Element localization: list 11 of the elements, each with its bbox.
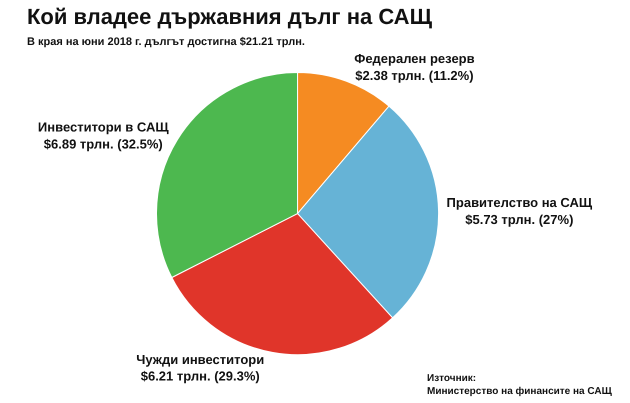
text: Източник: Министерство на финансите на САЩ	[427, 373, 613, 397]
slice-label: Инвеститори в САЩ	[38, 120, 170, 135]
data-label: $5.73 трлн. (27%)	[465, 212, 574, 228]
slice-label: Федерален резерв	[354, 51, 475, 66]
slice-label: Правителство на САЩ	[446, 195, 593, 210]
data-label: $2.38 трлн. (11.2%)	[355, 68, 474, 84]
data-label: $6.21 трлн. (29.3%)	[140, 368, 260, 384]
chart-title: Кой владее държавния дълг на САЩ	[27, 4, 433, 29]
slice-label: Чужди инвеститори	[136, 352, 264, 367]
chart-subtitle: В края на юни 2018 г. дългът достигна $21.21 трлн.	[27, 36, 305, 48]
data-label: $6.89 трлн. (32.5%)	[44, 136, 163, 152]
